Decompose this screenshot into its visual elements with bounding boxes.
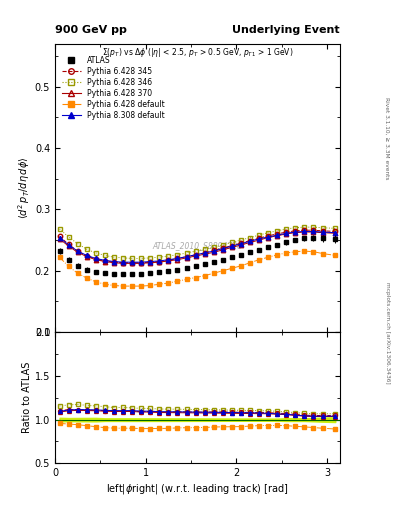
Text: Underlying Event: Underlying Event [232, 25, 340, 35]
Text: ATLAS_2010_S8894728: ATLAS_2010_S8894728 [152, 241, 242, 250]
Y-axis label: $\langle d^2\,p_T/d\eta\,d\phi\rangle$: $\langle d^2\,p_T/d\eta\,d\phi\rangle$ [16, 157, 32, 219]
Y-axis label: Ratio to ATLAS: Ratio to ATLAS [22, 362, 32, 434]
Legend: ATLAS, Pythia 6.428 345, Pythia 6.428 346, Pythia 6.428 370, Pythia 6.428 defaul: ATLAS, Pythia 6.428 345, Pythia 6.428 34… [62, 56, 165, 119]
X-axis label: left|$\phi$right| (w.r.t. leading track) [rad]: left|$\phi$right| (w.r.t. leading track)… [106, 482, 289, 497]
Text: mcplots.cern.ch [arXiv:1306.3436]: mcplots.cern.ch [arXiv:1306.3436] [385, 282, 389, 383]
Text: Rivet 3.1.10, ≥ 3.3M events: Rivet 3.1.10, ≥ 3.3M events [385, 97, 389, 180]
Text: 900 GeV pp: 900 GeV pp [55, 25, 127, 35]
Text: $\Sigma(p_T)$ vs $\Delta\phi$ ($|\eta|$ < 2.5, $p_T$ > 0.5 GeV, $p_{T1}$ > 1 GeV: $\Sigma(p_T)$ vs $\Delta\phi$ ($|\eta|$ … [102, 47, 293, 59]
